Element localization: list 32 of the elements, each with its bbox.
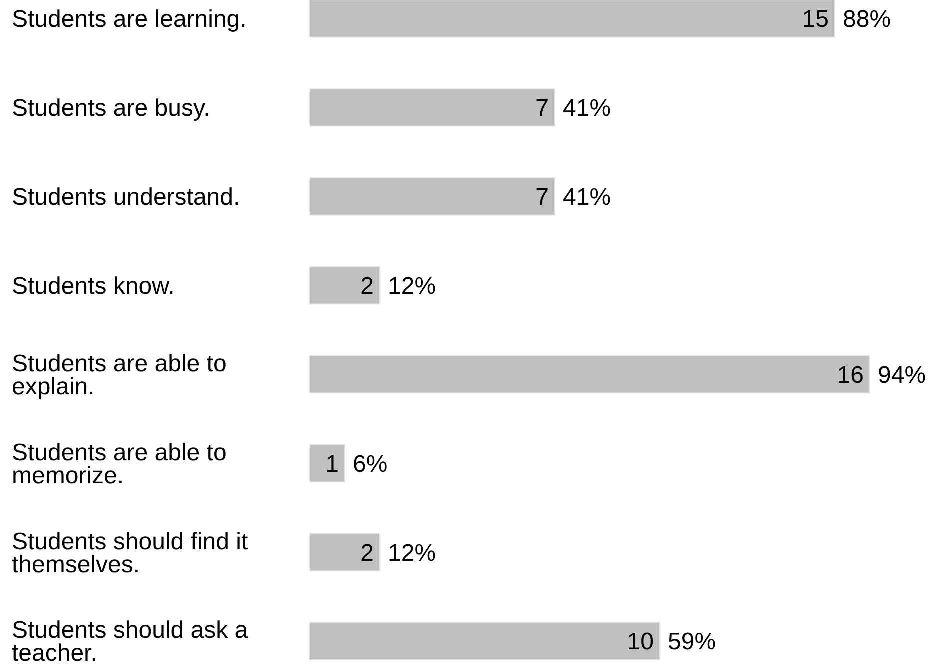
data-label: 2 [360, 540, 374, 567]
y-tick-label: Students should find it themselves. [12, 528, 248, 578]
data-label: 1 [326, 450, 339, 478]
annotation: 6% [353, 450, 388, 478]
y-tick-label: Students understand. [12, 184, 240, 211]
bar [310, 533, 380, 572]
data-label: 16 [837, 362, 864, 389]
y-tick-label: Students are able to memorize. [12, 439, 227, 490]
bar [310, 355, 870, 394]
annotation: 41% [563, 95, 612, 122]
y-tick-label: Students know. [12, 272, 175, 300]
data-label: 7 [536, 95, 549, 122]
y-tick-label: Students are able to explain. [12, 350, 227, 400]
annotation: 12% [388, 272, 436, 300]
annotation: 94% [878, 362, 926, 389]
y-tick-label: Students are busy. [12, 95, 210, 122]
bar [310, 88, 556, 127]
bar [310, 266, 380, 305]
bar [310, 177, 556, 216]
y-tick-label: Students are learning. [12, 6, 247, 34]
data-label: 7 [536, 184, 549, 211]
annotation: 41% [563, 184, 612, 211]
data-label: 2 [360, 272, 374, 300]
bar [310, 622, 660, 660]
bar [310, 444, 346, 483]
annotation: 59% [668, 628, 716, 656]
bar [310, 0, 836, 38]
data-label: 15 [802, 6, 829, 34]
annotation: 12% [388, 540, 436, 567]
y-tick-label: Students should ask a teacher. [12, 617, 249, 668]
data-label: 10 [627, 628, 654, 656]
annotation: 88% [843, 6, 892, 34]
